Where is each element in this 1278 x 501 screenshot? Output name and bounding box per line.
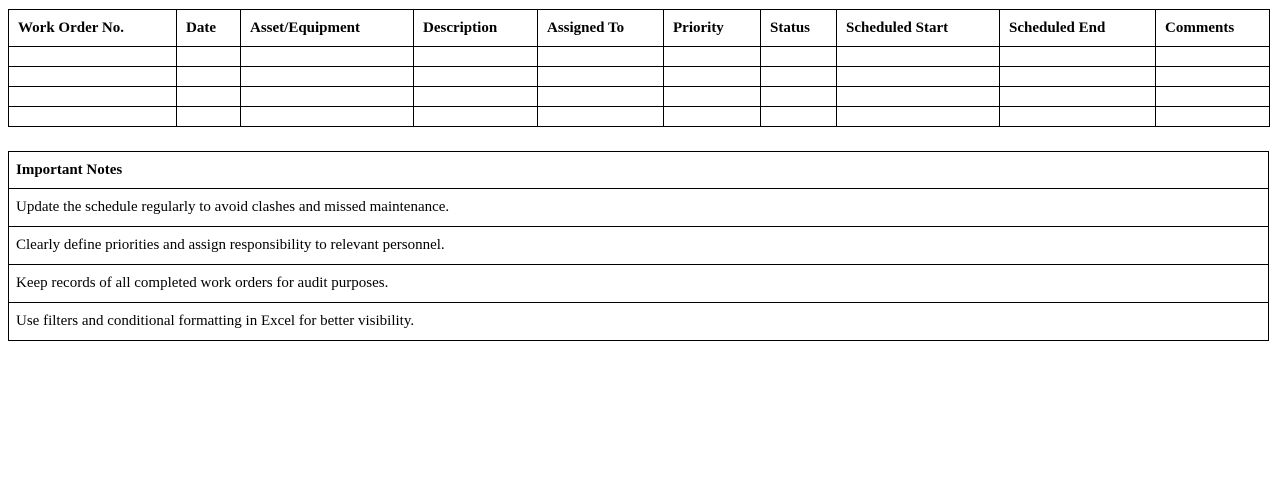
empty-cell	[1155, 106, 1270, 127]
empty-cell	[663, 86, 761, 107]
empty-cell	[1155, 86, 1270, 107]
work-order-table: Work Order No. Date Asset/Equipment Desc…	[8, 9, 1270, 127]
col-header-scheduled-end: Scheduled End	[999, 9, 1156, 47]
empty-cell	[999, 86, 1156, 107]
empty-cell	[836, 46, 1000, 67]
empty-cell	[1155, 46, 1270, 67]
empty-cell	[663, 66, 761, 87]
notes-title: Important Notes	[8, 151, 1269, 189]
empty-cell	[413, 46, 538, 67]
empty-cell	[240, 106, 414, 127]
important-notes-table: Important Notes Update the schedule regu…	[8, 151, 1269, 341]
empty-cell	[240, 66, 414, 87]
empty-cell	[663, 46, 761, 67]
empty-cell	[8, 46, 177, 67]
empty-cell	[1155, 66, 1270, 87]
work-order-empty-row	[8, 46, 1270, 67]
col-header-date: Date	[176, 9, 241, 47]
empty-cell	[537, 106, 664, 127]
empty-cell	[176, 86, 241, 107]
col-header-assigned-to: Assigned To	[537, 9, 664, 47]
empty-cell	[8, 106, 177, 127]
col-header-scheduled-start: Scheduled Start	[836, 9, 1000, 47]
empty-cell	[760, 106, 837, 127]
note-text: Clearly define priorities and assign res…	[8, 226, 1269, 265]
col-header-asset-equipment: Asset/Equipment	[240, 9, 414, 47]
note-row: Keep records of all completed work order…	[8, 264, 1269, 303]
note-row: Clearly define priorities and assign res…	[8, 226, 1269, 265]
note-text: Update the schedule regularly to avoid c…	[8, 188, 1269, 227]
empty-cell	[537, 66, 664, 87]
empty-cell	[8, 66, 177, 87]
empty-cell	[999, 46, 1156, 67]
empty-cell	[413, 86, 538, 107]
col-header-work-order-no: Work Order No.	[8, 9, 177, 47]
empty-cell	[760, 86, 837, 107]
col-header-comments: Comments	[1155, 9, 1270, 47]
empty-cell	[176, 66, 241, 87]
empty-cell	[240, 46, 414, 67]
empty-cell	[836, 66, 1000, 87]
empty-cell	[760, 66, 837, 87]
empty-cell	[836, 106, 1000, 127]
empty-cell	[760, 46, 837, 67]
empty-cell	[999, 66, 1156, 87]
work-order-empty-row	[8, 86, 1270, 107]
col-header-status: Status	[760, 9, 837, 47]
col-header-description: Description	[413, 9, 538, 47]
note-text: Use filters and conditional formatting i…	[8, 302, 1269, 341]
empty-cell	[176, 46, 241, 67]
empty-cell	[413, 66, 538, 87]
note-text: Keep records of all completed work order…	[8, 264, 1269, 303]
empty-cell	[836, 86, 1000, 107]
empty-cell	[537, 46, 664, 67]
note-row: Use filters and conditional formatting i…	[8, 302, 1269, 341]
empty-cell	[240, 86, 414, 107]
note-row: Update the schedule regularly to avoid c…	[8, 188, 1269, 227]
empty-cell	[413, 106, 538, 127]
empty-cell	[176, 106, 241, 127]
work-order-empty-row	[8, 106, 1270, 127]
empty-cell	[663, 106, 761, 127]
empty-cell	[999, 106, 1156, 127]
empty-cell	[8, 86, 177, 107]
empty-cell	[537, 86, 664, 107]
col-header-priority: Priority	[663, 9, 761, 47]
work-order-header-row: Work Order No. Date Asset/Equipment Desc…	[8, 9, 1270, 47]
work-order-empty-row	[8, 66, 1270, 87]
notes-header-row: Important Notes	[8, 151, 1269, 189]
